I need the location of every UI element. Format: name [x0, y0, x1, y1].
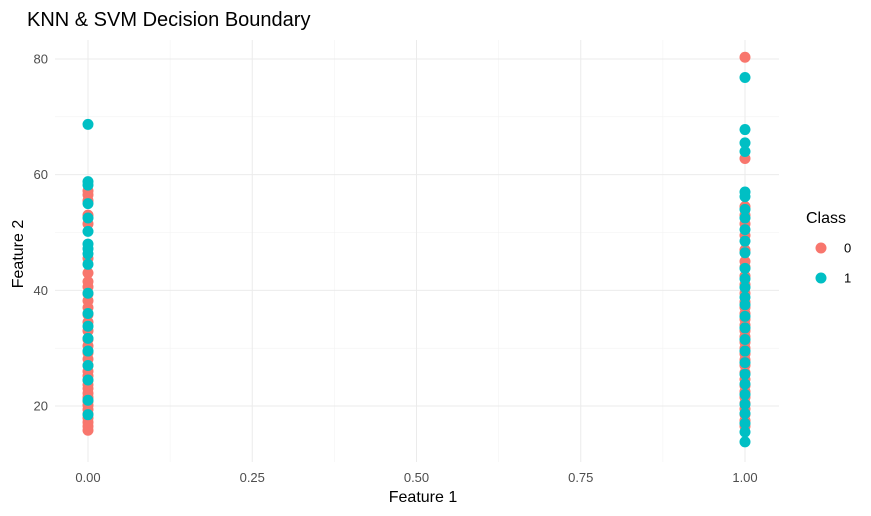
point-class-1	[739, 262, 751, 274]
point-class-1	[82, 345, 94, 357]
x-axis-title: Feature 1	[389, 489, 458, 506]
point-class-1	[739, 310, 751, 322]
point-class-1	[739, 333, 751, 345]
point-class-1	[739, 291, 751, 303]
point-class-1	[739, 146, 751, 158]
y-tick-label: 20	[34, 399, 48, 414]
point-class-1	[739, 137, 751, 149]
point-class-1	[739, 203, 751, 215]
point-class-0	[739, 51, 751, 63]
point-class-1	[739, 436, 751, 448]
y-tick-label: 80	[34, 52, 48, 67]
legend-key-1	[815, 272, 827, 284]
y-tick-label: 40	[34, 283, 48, 298]
point-class-1	[739, 322, 751, 334]
chart-title: KNN & SVM Decision Boundary	[27, 9, 310, 31]
point-class-1	[82, 360, 94, 372]
point-class-1	[739, 378, 751, 390]
point-class-1	[82, 287, 94, 299]
point-class-1	[739, 417, 751, 429]
point-class-1	[739, 299, 751, 311]
x-tick-label: 0.50	[404, 470, 429, 485]
point-class-1	[739, 408, 751, 420]
point-class-1	[739, 212, 751, 224]
point-class-1	[82, 332, 94, 344]
point-class-1	[82, 176, 94, 188]
point-class-1	[739, 72, 751, 84]
point-class-0	[82, 267, 94, 279]
point-class-1	[739, 368, 751, 380]
y-tick-label: 60	[34, 167, 48, 182]
point-class-1	[739, 426, 751, 438]
data-points	[82, 51, 751, 448]
point-class-1	[82, 225, 94, 237]
legend-title: Class	[806, 210, 846, 227]
point-class-1	[739, 235, 751, 247]
x-tick-label: 0.25	[240, 470, 265, 485]
point-class-1	[739, 357, 751, 369]
point-class-1	[739, 247, 751, 259]
point-class-1	[82, 307, 94, 319]
x-tick-label: 1.00	[732, 470, 757, 485]
legend: Class 0 1	[806, 210, 851, 286]
axis-tick-labels: 0.00 0.25 0.50 0.75 1.00 20 40 60 80	[34, 52, 758, 486]
y-axis-title: Feature 2	[10, 220, 27, 289]
point-class-1	[739, 124, 751, 136]
point-class-1	[82, 118, 94, 130]
legend-label-0: 0	[844, 241, 851, 256]
point-class-1	[82, 238, 94, 250]
point-class-1	[82, 394, 94, 406]
point-class-1	[82, 320, 94, 332]
point-class-0	[82, 276, 94, 288]
legend-label-1: 1	[844, 271, 851, 286]
point-class-1	[82, 198, 94, 210]
grid-lines	[55, 40, 779, 462]
point-class-1	[739, 273, 751, 285]
point-class-1	[82, 258, 94, 270]
point-class-1	[739, 345, 751, 357]
x-tick-label: 0.75	[568, 470, 593, 485]
point-class-1	[739, 281, 751, 293]
point-class-1	[739, 398, 751, 410]
legend-key-0	[815, 242, 827, 254]
point-class-1	[739, 388, 751, 400]
point-class-1	[82, 212, 94, 224]
x-tick-label: 0.00	[75, 470, 100, 485]
point-class-1	[739, 186, 751, 198]
point-class-1	[82, 374, 94, 386]
point-class-1	[739, 224, 751, 236]
point-class-1	[82, 409, 94, 421]
